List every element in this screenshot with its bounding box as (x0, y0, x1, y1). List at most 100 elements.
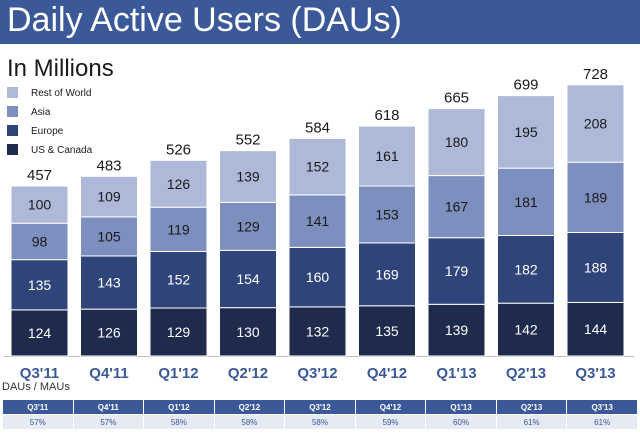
bar-value-label: 189 (584, 189, 608, 205)
ratio-quarter-cell: Q4'11 (72, 399, 145, 415)
bar-value-label: 154 (236, 271, 260, 287)
bar-segment (10, 259, 69, 311)
bar-value-label: 139 (445, 322, 469, 338)
bar-total-label: 483 (96, 157, 121, 174)
bar-value-label: 105 (97, 228, 121, 244)
bar-value-label: 124 (28, 325, 52, 341)
bar-segment (497, 234, 555, 304)
ratio-value-cell: 57% (2, 414, 74, 430)
legend-label: US & Canada (31, 145, 93, 156)
bar-segment (566, 161, 625, 233)
bar-segment (358, 185, 416, 244)
bar-segment (427, 303, 486, 357)
ratio-quarter-cell: Q2'13 (495, 399, 568, 415)
bar-segment (10, 185, 69, 224)
x-tick-label: Q2'13 (506, 365, 546, 382)
ratio-quarter-cell: Q1'13 (425, 399, 497, 415)
bar-segment (497, 302, 555, 357)
legend-swatch (7, 87, 18, 98)
legend-label: Europe (31, 126, 64, 137)
bar-value-label: 167 (445, 199, 469, 215)
bar-segment (149, 206, 208, 252)
bar-segment (149, 159, 208, 208)
x-tick-label: Q3'13 (575, 365, 615, 382)
bar-value-label: 135 (28, 277, 52, 293)
bar-value-label: 126 (97, 325, 121, 341)
x-tick-label: Q3'12 (297, 365, 337, 382)
bar-total-label: 699 (513, 77, 538, 94)
bar-segment (358, 242, 416, 307)
bar-value-label: 132 (306, 323, 330, 339)
legend-label: Asia (31, 107, 51, 118)
legend-swatch (7, 144, 18, 155)
bar-value-label: 160 (306, 269, 330, 285)
ratio-quarter-cell: Q2'12 (213, 399, 286, 415)
chart-subtitle: In Millions (7, 55, 114, 82)
x-tick-label: Q4'12 (367, 365, 407, 382)
bar-segment (149, 250, 208, 309)
ratio-value-row: 57% 57% 58% 58% 58% 59% 60% 61% 61% (2, 414, 638, 430)
bar-value-label: 169 (375, 266, 399, 282)
bar-total-label: 552 (235, 132, 260, 149)
ratio-quarter-cell: Q1'12 (143, 399, 215, 415)
bar-value-label: 129 (236, 218, 260, 234)
ratio-value-cell: 58% (143, 414, 215, 430)
bar-value-label: 179 (445, 263, 469, 279)
bar-segment (427, 108, 486, 177)
bar-value-label: 129 (167, 324, 191, 340)
legend-swatch (7, 106, 18, 117)
bar-value-label: 109 (97, 189, 121, 205)
bar-value-label: 208 (584, 116, 608, 132)
legend-swatch (7, 125, 18, 136)
bar-segment (80, 175, 138, 218)
bar-value-label: 152 (306, 159, 330, 175)
ratio-value-cell: 57% (72, 414, 145, 430)
bar-total-label: 457 (27, 167, 52, 184)
bar-value-label: 161 (375, 148, 399, 164)
bar-segment (566, 84, 625, 163)
bar-segment (497, 95, 555, 169)
dau-chart: 124 135 98 100 457 Q3'11 126 143 105 109 483 Q4'11 1… (4, 66, 634, 382)
ratio-label: DAUs / MAUs (2, 381, 70, 393)
bar-segment (427, 237, 486, 305)
bar-total-label: 584 (305, 119, 330, 136)
bar-segment (219, 307, 277, 357)
legend-label: Rest of World (31, 88, 91, 99)
bar-value-label: 182 (514, 261, 538, 277)
bar-value-label: 195 (514, 124, 538, 140)
bar-segment (80, 308, 138, 357)
bar-total-label: 665 (444, 90, 469, 107)
bar-value-label: 143 (97, 275, 121, 291)
bar-segment (80, 216, 138, 257)
bar-value-label: 98 (32, 233, 48, 249)
bar-value-label: 144 (584, 321, 608, 337)
ratio-header-row: Q3'11 Q4'11 Q1'12 Q2'12 Q3'12 Q4'12 Q1'13 Q2'13… (2, 399, 638, 415)
ratio-value-cell: 60% (425, 414, 497, 430)
bar-value-label: 142 (514, 322, 538, 338)
x-tick-label: Q3'11 (20, 365, 59, 382)
bar-value-label: 153 (375, 206, 399, 222)
bar-value-label: 126 (167, 176, 191, 192)
ratio-value-cell: 61% (495, 414, 568, 430)
header-bar: Daily Active Users (DAUs) (0, 0, 640, 44)
ratio-value-cell: 58% (213, 414, 286, 430)
bar-value-label: 100 (28, 197, 52, 213)
bar-segment (566, 231, 625, 303)
bar-segment (219, 150, 277, 203)
x-tick-label: Q1'12 (158, 365, 198, 382)
bar-segment (427, 175, 486, 239)
bar-segment (358, 125, 416, 187)
bar-segment (288, 137, 347, 196)
ratio-value-cell: 61% (566, 414, 638, 430)
bar-value-label: 139 (236, 169, 260, 185)
ratio-value-cell: 58% (284, 414, 356, 430)
ratio-value-cell: 59% (354, 414, 427, 430)
bar-value-label: 180 (445, 134, 469, 150)
ratio-quarter-cell: Q3'13 (566, 399, 638, 415)
x-tick-label: Q1'13 (436, 365, 476, 382)
ratio-quarter-cell: Q3'11 (2, 399, 74, 415)
bar-value-label: 141 (306, 213, 330, 229)
bar-value-label: 152 (167, 272, 191, 288)
bar-value-label: 188 (584, 259, 608, 275)
bar-segment (288, 306, 347, 357)
